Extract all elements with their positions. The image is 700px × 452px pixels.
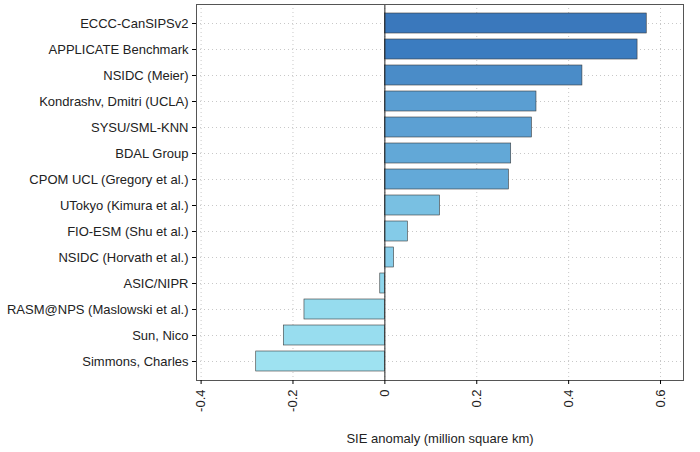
svg-text:Sun, Nico: Sun, Nico <box>132 328 188 343</box>
svg-text:UTokyo (Kimura et al.): UTokyo (Kimura et al.) <box>60 198 189 213</box>
svg-text:FIO-ESM (Shu et al.): FIO-ESM (Shu et al.) <box>67 224 188 239</box>
svg-text:0.6: 0.6 <box>653 390 668 408</box>
svg-text:NSIDC (Horvath et al.): NSIDC (Horvath et al.) <box>58 250 188 265</box>
svg-text:ASIC/NIPR: ASIC/NIPR <box>123 276 188 291</box>
svg-text:APPLICATE Benchmark: APPLICATE Benchmark <box>49 42 189 57</box>
svg-text:NSIDC (Meier): NSIDC (Meier) <box>103 68 188 83</box>
svg-text:SYSU/SML-KNN: SYSU/SML-KNN <box>91 120 189 135</box>
svg-text:BDAL Group: BDAL Group <box>115 146 188 161</box>
svg-text:0: 0 <box>377 390 392 397</box>
svg-text:-0.2: -0.2 <box>285 390 300 412</box>
svg-text:Kondrashv, Dmitri (UCLA): Kondrashv, Dmitri (UCLA) <box>39 94 188 109</box>
svg-text:Simmons, Charles: Simmons, Charles <box>82 354 189 369</box>
svg-text:-0.4: -0.4 <box>193 390 208 412</box>
svg-text:CPOM UCL (Gregory et al.): CPOM UCL (Gregory et al.) <box>29 172 188 187</box>
svg-text:0.4: 0.4 <box>561 390 576 408</box>
svg-text:0.2: 0.2 <box>469 390 484 408</box>
svg-text:SIE anomaly (million square km: SIE anomaly (million square km) <box>346 431 533 446</box>
svg-text:ECCC-CanSIPSv2: ECCC-CanSIPSv2 <box>80 16 188 31</box>
svg-text:RASM@NPS (Maslowski et al.): RASM@NPS (Maslowski et al.) <box>7 302 189 317</box>
